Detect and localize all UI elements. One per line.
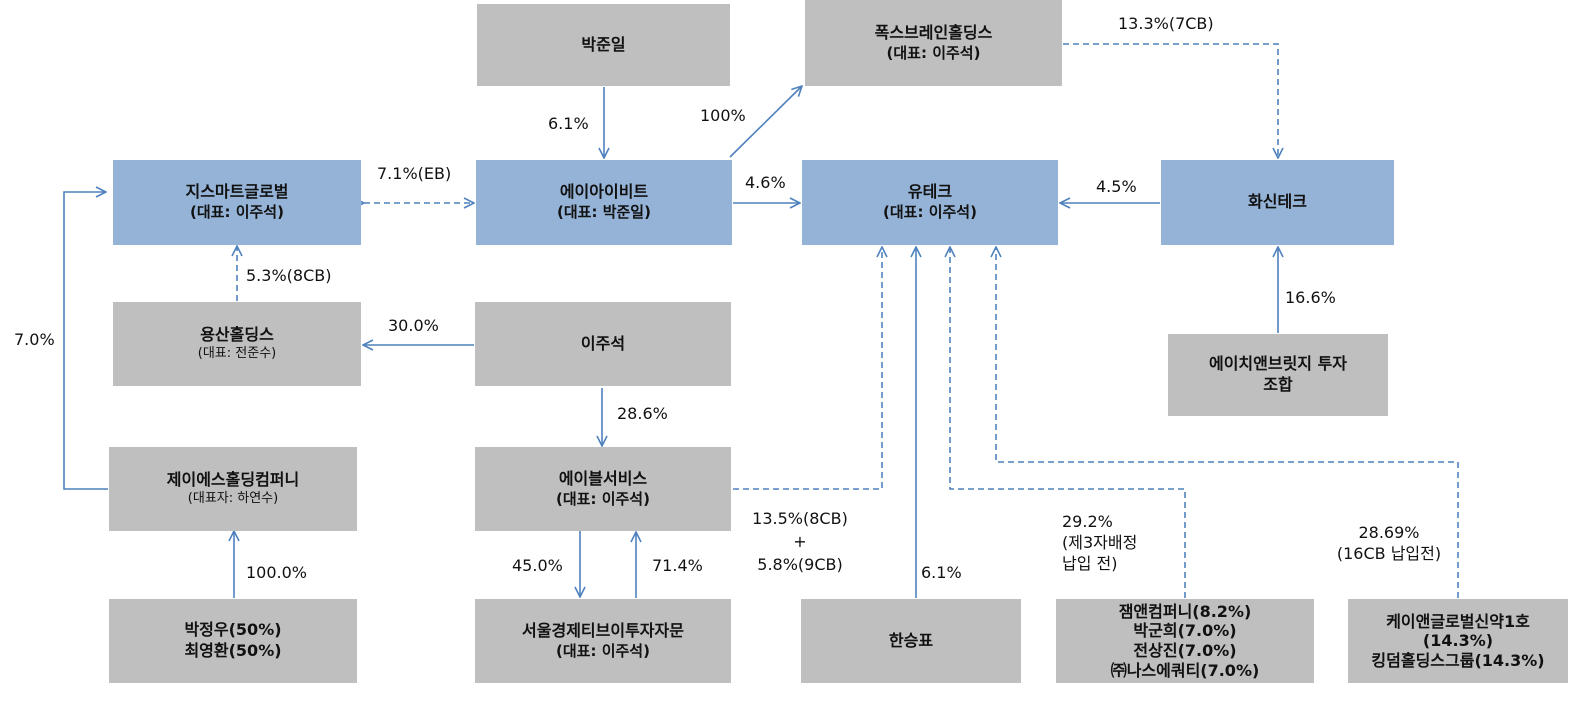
edge-label-js-to-gsmart: 7.0% [14, 330, 55, 349]
node-rep: (대표: 전준수) [197, 345, 277, 361]
node-line: 케이앤글로벌신약1호 [1386, 611, 1530, 631]
node-name: 폭스브레인홀딩스 [874, 22, 993, 42]
edge-label-line: 28.69% [1358, 523, 1420, 542]
node-name: 서울경제티브이투자자문 [522, 620, 684, 640]
node-park-choi: 박정우(50%) 최영환(50%) [109, 599, 357, 683]
node-line: 킹덤홀딩스그룹(14.3%) [1371, 650, 1545, 670]
edge-label-line: 5.8%(9CB) [757, 555, 843, 575]
node-name: 에이아이비트 [559, 182, 649, 202]
node-lee-juseok: 이주석 [475, 302, 731, 386]
node-name: 유테크 [907, 182, 953, 202]
node-utech: 유테크 (대표: 이주석) [802, 160, 1058, 245]
node-name: 한승표 [888, 630, 934, 650]
edge-label-aiibit-to-utech: 4.6% [745, 173, 786, 192]
node-yongsan-holdings: 용산홀딩스 (대표: 전준수) [113, 302, 361, 386]
edge-label-aiibit-to-foxbrain: 100% [700, 106, 746, 125]
edge-label-foxbrain-to-hwashin: 13.3%(7CB) [1118, 14, 1214, 33]
node-kand-global: 케이앤글로벌신약1호 (14.3%) 킹덤홀딩스그룹(14.3%) [1348, 599, 1568, 683]
node-line: 최영환(50%) [184, 641, 282, 660]
edge-label-line: 29.2% [1062, 512, 1113, 531]
node-seoul-tv-investment: 서울경제티브이투자자문 (대표: 이주석) [475, 599, 731, 683]
edge-label-line: (16CB 납입전) [1336, 543, 1442, 563]
node-rep: (대표: 박준일) [557, 203, 651, 222]
edge-able-to-utech [733, 247, 882, 490]
edge-label-kand-to-utech: 28.69% (16CB 납입전) [1311, 523, 1467, 565]
edge-label-hnb-to-hwashin: 16.6% [1285, 288, 1336, 307]
node-rep: (대표: 이주석) [886, 43, 981, 62]
edge-js-to-gsmart [63, 192, 108, 490]
edge-label-able-to-seoul: 45.0% [512, 556, 563, 575]
edge-label-han-to-utech: 6.1% [921, 563, 962, 582]
node-line: 에이치앤브릿지 투자 [1208, 354, 1348, 374]
node-rep: (대표: 이주석) [883, 203, 977, 222]
node-park-junil: 박준일 [477, 4, 730, 86]
node-aiibit: 에이아이비트 (대표: 박준일) [476, 160, 732, 245]
edge-jam-to-utech [950, 247, 1186, 598]
edge-label-jam-to-utech: 29.2% (제3자배정 납입 전) [1062, 512, 1137, 574]
node-rep: (대표: 이주석) [190, 203, 284, 222]
node-han-seungpyo: 한승표 [801, 599, 1021, 683]
node-name: 화신테크 [1248, 192, 1307, 212]
node-name: 박준일 [581, 34, 626, 54]
edge-kand-to-utech [996, 247, 1459, 598]
node-jam-group: 잼앤컴퍼니(8.2%) 박군희(7.0%) 전상진(7.0%) ㈜나스에쿼티(7… [1056, 599, 1314, 683]
edge-label-line: 납입 전) [1062, 553, 1118, 573]
node-name: 지스마트글로벌 [185, 182, 289, 202]
edge-aiibit-to-foxbrain [729, 86, 802, 158]
edge-label-yongsan-to-gsmart: 5.3%(8CB) [246, 266, 332, 285]
node-hwashin-tech: 화신테크 [1161, 160, 1394, 245]
edge-label-line: + [793, 532, 807, 552]
edge-label-park-choi-to-js: 100.0% [246, 563, 308, 582]
node-rep: (대표: 이주석) [556, 641, 650, 660]
node-line: 박정우(50%) [184, 620, 282, 640]
edge-label-lee-to-able: 28.6% [617, 404, 668, 423]
node-line: (14.3%) [1422, 631, 1494, 651]
node-rep: (대표자: 하연수) [187, 490, 279, 506]
node-name: 제이에스홀딩컴퍼니 [166, 470, 300, 490]
edge-foxbrain-to-hwashin [1063, 43, 1278, 158]
node-gsmart-global: 지스마트글로벌 (대표: 이주석) [113, 160, 361, 245]
node-foxbrain-holdings: 폭스브레인홀딩스 (대표: 이주석) [805, 0, 1062, 86]
node-able-service: 에이블서비스 (대표: 이주석) [475, 447, 731, 531]
edge-label-gsmart-aiibit: 7.1%(EB) [377, 164, 452, 183]
node-name: 이주석 [580, 333, 626, 353]
node-name: 용산홀딩스 [200, 325, 274, 345]
node-hnb-investment: 에이치앤브릿지 투자 조합 [1168, 334, 1388, 416]
node-line: 박군희(7.0%) [1133, 621, 1237, 641]
node-line: 전상진(7.0%) [1133, 641, 1237, 660]
edge-label-line: (제3자배정 [1062, 532, 1138, 552]
node-name: 에이블서비스 [558, 468, 648, 488]
edge-label-park-to-aiibit: 6.1% [548, 114, 589, 133]
edge-label-lee-to-yongsan: 30.0% [388, 316, 439, 335]
edge-label-hwashin-to-utech: 4.5% [1096, 177, 1137, 196]
edge-label-seoul-to-able: 71.4% [652, 556, 703, 575]
node-line: 조합 [1263, 375, 1293, 394]
node-line: 잼앤컴퍼니(8.2%) [1118, 601, 1252, 621]
node-line: ㈜나스에쿼티(7.0%) [1110, 660, 1260, 680]
edge-label-able-to-utech: 13.5%(8CB) + 5.8%(9CB) [740, 507, 860, 577]
node-rep: (대표: 이주석) [556, 489, 650, 508]
node-js-holding-company: 제이에스홀딩컴퍼니 (대표자: 하연수) [109, 447, 357, 531]
edge-label-line: 13.5%(8CB) [752, 509, 848, 528]
